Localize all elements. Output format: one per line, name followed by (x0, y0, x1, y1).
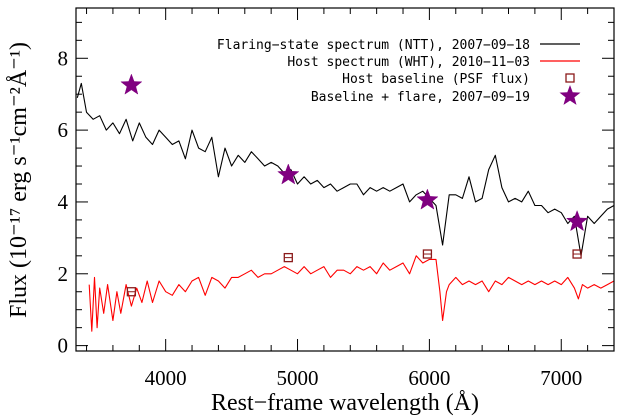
flare-baseline-point (120, 73, 143, 95)
legend-label: Host spectrum (WHT), 2010−11−03 (287, 55, 530, 70)
legend-label: Baseline + flare, 2007−09−19 (311, 90, 530, 105)
series-line-1 (88, 255, 614, 332)
ticks-layer: 4000 5000 6000 7000 0 2 4 6 8 (58, 8, 615, 390)
flare-baseline-point (565, 209, 589, 232)
x-tick-label: 6000 (408, 366, 450, 390)
legend-label: Flaring−state spectrum (NTT), 2007−09−18 (217, 38, 530, 53)
series-line-0 (76, 82, 614, 257)
markers-layer (120, 73, 589, 297)
x-axis-title: Rest−frame wavelength (Å) (211, 390, 479, 416)
x-tick-label: 5000 (277, 366, 319, 390)
y-tick-label: 2 (58, 262, 69, 286)
x-tick-label: 7000 (540, 366, 582, 390)
x-tick-label: 4000 (145, 366, 187, 390)
flare-baseline-point (416, 188, 439, 210)
series-layer (76, 82, 614, 332)
y-tick-label: 4 (58, 190, 69, 214)
y-tick-label: 8 (58, 46, 69, 70)
legend-label: Host baseline (PSF flux) (342, 72, 530, 87)
y-tick-label: 0 (58, 334, 69, 358)
legend: Flaring−state spectrum (NTT), 2007−09−18… (217, 38, 581, 105)
y-axis-title: Flux (10⁻¹⁷ erg s⁻¹cm⁻²Å⁻¹) (6, 42, 32, 318)
y-tick-label: 6 (58, 118, 69, 142)
legend-swatch-star (559, 85, 581, 105)
flare-baseline-point (277, 163, 300, 185)
legend-swatch-square (565, 73, 575, 83)
plot-frame (75, 7, 615, 352)
